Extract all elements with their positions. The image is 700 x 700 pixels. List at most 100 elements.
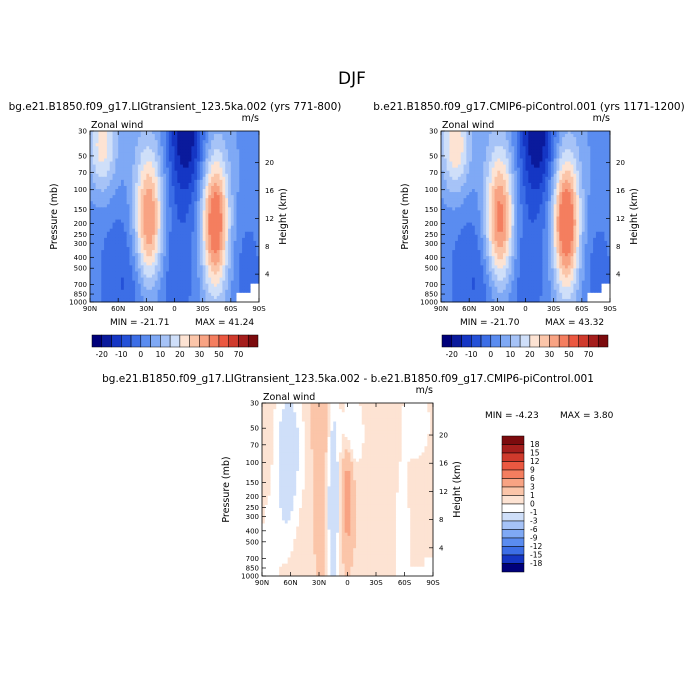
field-cell <box>607 198 611 202</box>
field-cell <box>486 204 490 208</box>
field-cell <box>177 170 181 175</box>
field-cell <box>253 146 257 150</box>
field-cell <box>449 167 453 172</box>
field-cell <box>166 225 170 230</box>
field-cell <box>188 137 192 141</box>
field-cell <box>564 176 569 181</box>
field-cell <box>567 195 571 199</box>
field-cell <box>573 158 577 162</box>
field-cell <box>101 216 105 220</box>
field-cell <box>120 167 125 172</box>
field-cell <box>601 152 605 156</box>
field-cell <box>253 149 257 153</box>
field-cell <box>556 185 560 190</box>
field-cell <box>199 240 204 245</box>
field-cell <box>539 155 543 159</box>
field-cell <box>174 283 178 288</box>
field-cell <box>253 198 257 202</box>
field-cell <box>236 237 240 242</box>
field-cell <box>471 189 476 193</box>
field-cell <box>118 131 122 135</box>
field-cell <box>202 134 206 138</box>
field-cell <box>505 164 509 169</box>
field-cell <box>120 149 125 153</box>
field-cell <box>562 146 566 150</box>
field-cell <box>160 213 164 217</box>
field-cell <box>129 170 133 175</box>
field-cell <box>213 240 218 245</box>
field-cell <box>514 182 518 187</box>
field-cell <box>225 189 229 193</box>
field-cell <box>556 146 560 150</box>
field-cell <box>115 256 119 260</box>
field-cell <box>112 222 116 227</box>
field-cell <box>180 298 184 303</box>
field-cell <box>474 207 479 211</box>
field-cell <box>177 234 181 239</box>
field-cell <box>519 170 524 175</box>
field-cell <box>587 158 591 162</box>
field-cell <box>247 167 251 172</box>
field-cell <box>135 201 139 205</box>
field-cell <box>126 207 130 211</box>
field-cell <box>112 268 116 272</box>
field-cell <box>533 192 538 196</box>
field-cell <box>154 146 158 150</box>
y-tick-label: 1000 <box>69 299 87 307</box>
field-cell <box>163 204 167 208</box>
field-cell <box>239 222 243 227</box>
field-cell <box>191 213 195 217</box>
field-cell <box>188 143 192 147</box>
field-cell <box>191 152 195 156</box>
field-cell <box>598 198 602 202</box>
field-cell <box>95 262 99 266</box>
field-cell <box>191 280 195 285</box>
field-cell <box>205 237 209 242</box>
field-cell <box>132 143 136 147</box>
field-cell <box>449 134 453 138</box>
field-cell <box>135 213 139 217</box>
field-cell <box>233 286 237 291</box>
field-cell <box>182 131 187 135</box>
field-cell <box>143 277 147 282</box>
field-cell <box>556 207 560 211</box>
field-cell <box>106 176 111 181</box>
field-cell <box>197 155 201 159</box>
field-cell <box>494 149 498 153</box>
field-cell <box>576 143 580 147</box>
field-cell <box>253 243 257 248</box>
field-cell <box>205 173 209 178</box>
field-cell <box>480 176 484 181</box>
field-cell <box>233 289 237 294</box>
field-cell <box>562 179 566 184</box>
field-cell <box>607 143 611 147</box>
field-cell <box>197 225 201 230</box>
field-cell <box>194 134 198 138</box>
field-cell <box>202 204 206 208</box>
field-cell <box>185 247 189 251</box>
field-cell <box>166 250 170 254</box>
field-cell <box>593 134 597 138</box>
field-cell <box>180 198 184 202</box>
field-cell <box>556 198 560 202</box>
field-cell <box>587 161 591 165</box>
field-cell <box>118 298 122 303</box>
field-cell <box>250 182 254 187</box>
field-cell <box>140 262 144 266</box>
field-cell <box>109 201 113 205</box>
field-cell <box>177 155 181 159</box>
field-cell <box>213 167 218 172</box>
field-cell <box>211 247 215 251</box>
field-cell <box>242 225 246 230</box>
field-cell <box>168 237 173 242</box>
field-cell <box>581 179 586 184</box>
field-cell <box>171 268 175 272</box>
field-cell <box>550 170 555 175</box>
field-cell <box>230 250 235 254</box>
field-cell <box>208 228 212 233</box>
field-cell <box>525 189 529 193</box>
field-cell <box>101 213 105 217</box>
field-cell <box>216 265 220 269</box>
field-cell <box>242 213 246 217</box>
field-cell <box>197 137 201 141</box>
